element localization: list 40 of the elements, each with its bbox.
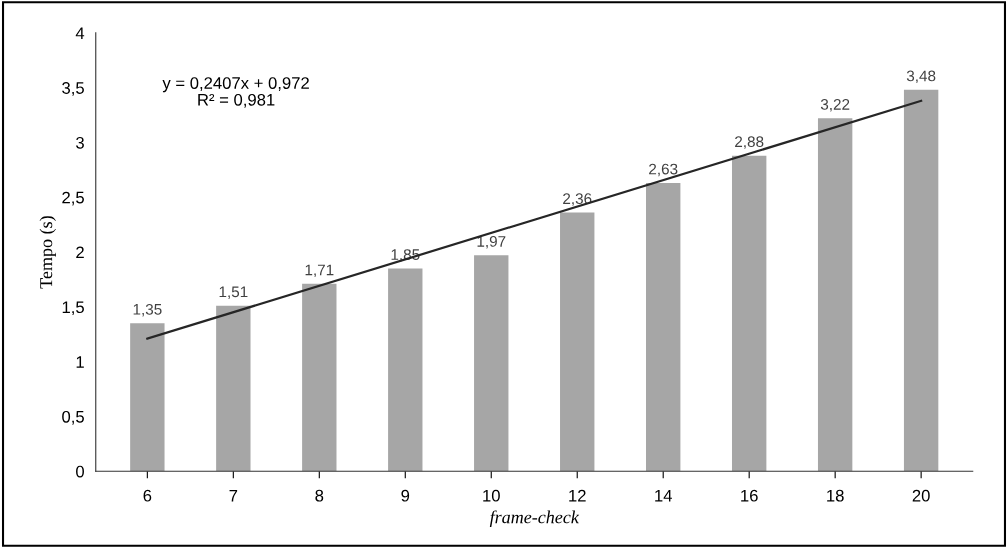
data-label: 2,88 (735, 136, 764, 149)
x-tick-label: 14 (655, 489, 672, 502)
bar (817, 118, 853, 472)
x-tick-label: 7 (229, 489, 238, 502)
data-label: 3,48 (906, 70, 936, 84)
data-label: 3,22 (820, 98, 850, 112)
data-label: 1,71 (305, 264, 334, 278)
x-tick-label: 20 (912, 489, 930, 502)
annotation: y = 0,2407x + 0,972 R² = 0,981 (162, 77, 309, 108)
bar (130, 323, 165, 472)
bar (388, 268, 423, 472)
data-label: 1,51 (219, 286, 248, 300)
y-tick-label: 3,5 (62, 82, 84, 96)
x-tick-label: 6 (143, 489, 152, 502)
y-tick-label: 0,5 (62, 410, 84, 425)
x-tick-label: 10 (483, 489, 500, 502)
bar (560, 212, 595, 472)
x-tick-label: 12 (569, 489, 586, 502)
x-tick-label: 9 (401, 489, 410, 502)
bar (903, 89, 939, 472)
y-tick-label: 4 (75, 27, 85, 39)
x-axis-title: frame-check (489, 510, 580, 527)
y-tick-label: 3 (76, 136, 84, 149)
y-tick-label: 0 (76, 465, 84, 478)
x-tick-label: 16 (741, 489, 758, 502)
bar (731, 155, 767, 472)
y-tick-label: 1,5 (62, 301, 84, 316)
bar (216, 305, 251, 472)
y-tick-label: 2,5 (62, 191, 84, 206)
data-label: 1,97 (477, 235, 506, 249)
data-label: 1,35 (133, 303, 162, 317)
bar (474, 255, 509, 472)
x-tick-label: 18 (827, 489, 844, 502)
bar (302, 283, 337, 472)
bar (646, 183, 681, 472)
y-tick-label: 2 (76, 246, 84, 259)
x-tick-label: 8 (315, 489, 324, 502)
y-tick-label: 1 (76, 356, 84, 368)
data-label: 2,63 (649, 163, 678, 177)
y-axis-title: Tempo (s) (39, 216, 56, 289)
